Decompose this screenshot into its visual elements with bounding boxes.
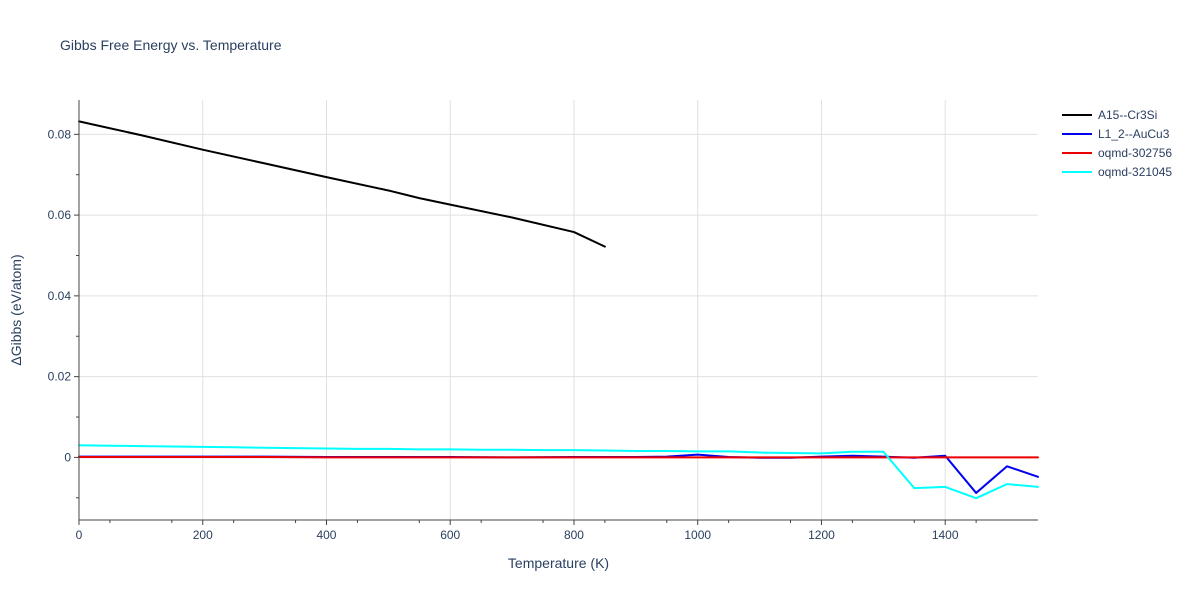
x-ticks: 0 200 400 600 800 1000 1200 1400 bbox=[76, 520, 977, 542]
series-layer bbox=[78, 120, 1039, 500]
x-tick-label: 400 bbox=[316, 528, 336, 542]
chart-title: Gibbs Free Energy vs. Temperature bbox=[60, 37, 282, 53]
x-tick-label: 200 bbox=[193, 528, 213, 542]
y-tick-label: 0.06 bbox=[48, 208, 72, 222]
x-tick-label: 0 bbox=[76, 528, 83, 542]
legend-item-label: A15--Cr3Si bbox=[1098, 108, 1157, 122]
x-tick-label: 800 bbox=[564, 528, 584, 542]
legend: A15--Cr3Si L1_2--AuCu3 oqmd-302756 oqmd-321… bbox=[1062, 108, 1172, 179]
y-tick-label: 0.08 bbox=[48, 127, 72, 141]
y-tick-label: 0 bbox=[64, 450, 71, 464]
axes bbox=[78, 100, 1038, 521]
y-ticks: 0 0.02 0.04 0.06 0.08 bbox=[48, 127, 79, 499]
legend-item-label: L1_2--AuCu3 bbox=[1098, 127, 1170, 141]
y-tick-label: 0.02 bbox=[48, 370, 72, 384]
y-tick-label: 0.04 bbox=[48, 289, 72, 303]
series-line-oqmd-321045 bbox=[78, 444, 1039, 500]
x-axis-label: Temperature (K) bbox=[508, 555, 609, 571]
x-tick-label: 1200 bbox=[808, 528, 835, 542]
x-tick-label: 1000 bbox=[684, 528, 711, 542]
x-tick-label: 1400 bbox=[932, 528, 959, 542]
x-tick-label: 600 bbox=[440, 528, 460, 542]
legend-item-label: oqmd-302756 bbox=[1098, 146, 1172, 160]
y-axis-label: ΔGibbs (eV/atom) bbox=[8, 254, 24, 365]
legend-item-label: oqmd-321045 bbox=[1098, 165, 1172, 179]
series-line-a15-cr3si bbox=[78, 120, 606, 248]
